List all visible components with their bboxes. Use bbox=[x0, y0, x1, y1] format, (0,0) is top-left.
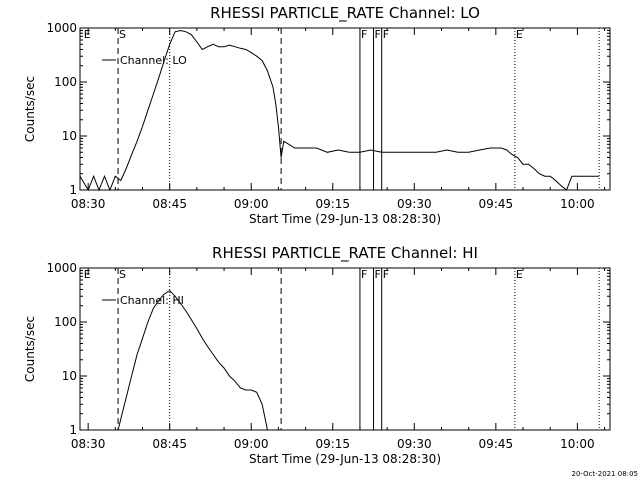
y-tick-label: 1 bbox=[69, 183, 77, 197]
x-tick-label: 09:30 bbox=[397, 437, 432, 451]
plot-frame bbox=[79, 27, 611, 191]
flag-label: E bbox=[84, 28, 91, 41]
flag-label: F bbox=[375, 268, 381, 281]
x-tick-label: 08:30 bbox=[71, 437, 106, 451]
flag-label: E bbox=[516, 28, 523, 41]
x-tick-label: 09:00 bbox=[234, 437, 269, 451]
x-tick-label: 08:45 bbox=[152, 197, 187, 211]
x-tick-label: 09:15 bbox=[315, 197, 350, 211]
x-tick-label: 08:45 bbox=[152, 437, 187, 451]
series-line bbox=[117, 290, 268, 431]
plot-frame bbox=[79, 267, 611, 431]
footer-timestamp: 20-Oct-2021 08:05 bbox=[571, 470, 638, 478]
y-axis-label: Counts/sec bbox=[23, 316, 37, 382]
x-tick-label: 09:15 bbox=[315, 437, 350, 451]
x-tick-label: 09:30 bbox=[397, 197, 432, 211]
flag-label: F bbox=[361, 28, 367, 41]
x-tick-label: 10:00 bbox=[560, 197, 595, 211]
series-line bbox=[79, 29, 600, 192]
y-axis-label: Counts/sec bbox=[23, 76, 37, 142]
x-axis-label: Start Time (29-Jun-13 08:28:30) bbox=[249, 212, 441, 226]
x-tick-label: 10:00 bbox=[560, 437, 595, 451]
y-tick-label: 10 bbox=[62, 369, 77, 383]
flag-label: F bbox=[375, 28, 381, 41]
chart-panel-1: RHESSI PARTICLE_RATE Channel: LO 1 10 100 10… bbox=[23, 4, 611, 226]
chart-title: RHESSI PARTICLE_RATE Channel: LO bbox=[210, 4, 480, 23]
flag-label: F bbox=[383, 28, 389, 41]
y-tick-label: 100 bbox=[54, 75, 77, 89]
flag-label: S bbox=[119, 28, 126, 41]
x-axis-label: Start Time (29-Jun-13 08:28:30) bbox=[249, 452, 441, 466]
y-tick-label: 10 bbox=[62, 129, 77, 143]
chart-panel-2: RHESSI PARTICLE_RATE Channel: HI 1 10 100 10… bbox=[23, 244, 611, 466]
y-tick-label: 1000 bbox=[46, 261, 77, 275]
flag-label: S bbox=[119, 268, 126, 281]
flag-label: E bbox=[516, 268, 523, 281]
x-tick-label: 09:45 bbox=[479, 197, 514, 211]
y-tick-label: 1000 bbox=[46, 21, 77, 35]
chart-title: RHESSI PARTICLE_RATE Channel: HI bbox=[212, 244, 478, 263]
legend-label: Channel: LO bbox=[120, 54, 187, 67]
flag-label: E bbox=[84, 268, 91, 281]
legend-label: Channel: HI bbox=[120, 294, 184, 307]
flag-label: F bbox=[361, 268, 367, 281]
y-tick-label: 1 bbox=[69, 423, 77, 437]
flag-label: F bbox=[383, 268, 389, 281]
y-tick-label: 100 bbox=[54, 315, 77, 329]
x-tick-label: 08:30 bbox=[71, 197, 106, 211]
x-tick-label: 09:45 bbox=[479, 437, 514, 451]
x-tick-label: 09:00 bbox=[234, 197, 269, 211]
